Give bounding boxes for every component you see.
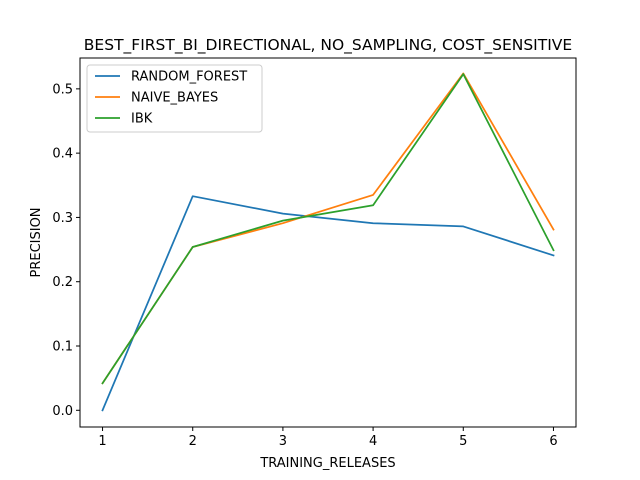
- chart-title: BEST_FIRST_BI_DIRECTIONAL, NO_SAMPLING, …: [84, 36, 572, 55]
- y-tick-label: 0.4: [52, 147, 73, 162]
- legend: RANDOM_FOREST NAIVE_BAYES IBK: [86, 64, 263, 133]
- y-tick-label: 0.2: [52, 275, 73, 290]
- series-line-ibk: [101, 73, 555, 385]
- x-tick-label: 1: [98, 434, 106, 449]
- x-tick-label: 3: [279, 434, 287, 449]
- plot-frame: [79, 57, 577, 428]
- x-axis: 1 2 3 4 5 6: [98, 427, 558, 449]
- x-tick-label: 6: [549, 434, 557, 449]
- legend-label: NAIVE_BAYES: [131, 91, 218, 106]
- x-tick-label: 4: [369, 434, 377, 449]
- y-tick-label: 0.5: [52, 82, 73, 97]
- legend-box: [86, 64, 263, 133]
- y-tick-label: 0.1: [52, 340, 73, 355]
- y-tick-label: 0.3: [52, 211, 73, 226]
- x-tick-label: 2: [189, 434, 197, 449]
- legend-label: RANDOM_FOREST: [131, 70, 247, 85]
- x-axis-label: TRAINING_RELEASES: [259, 456, 395, 471]
- legend-label: IBK: [131, 112, 153, 127]
- y-axis-label: PRECISION: [29, 207, 44, 277]
- y-axis: 0.0 0.1 0.2 0.3 0.4 0.5: [52, 82, 80, 419]
- series-lines: [101, 72, 555, 412]
- x-tick-label: 5: [459, 434, 467, 449]
- series-line-random-forest: [101, 195, 555, 412]
- y-tick-label: 0.0: [52, 404, 73, 419]
